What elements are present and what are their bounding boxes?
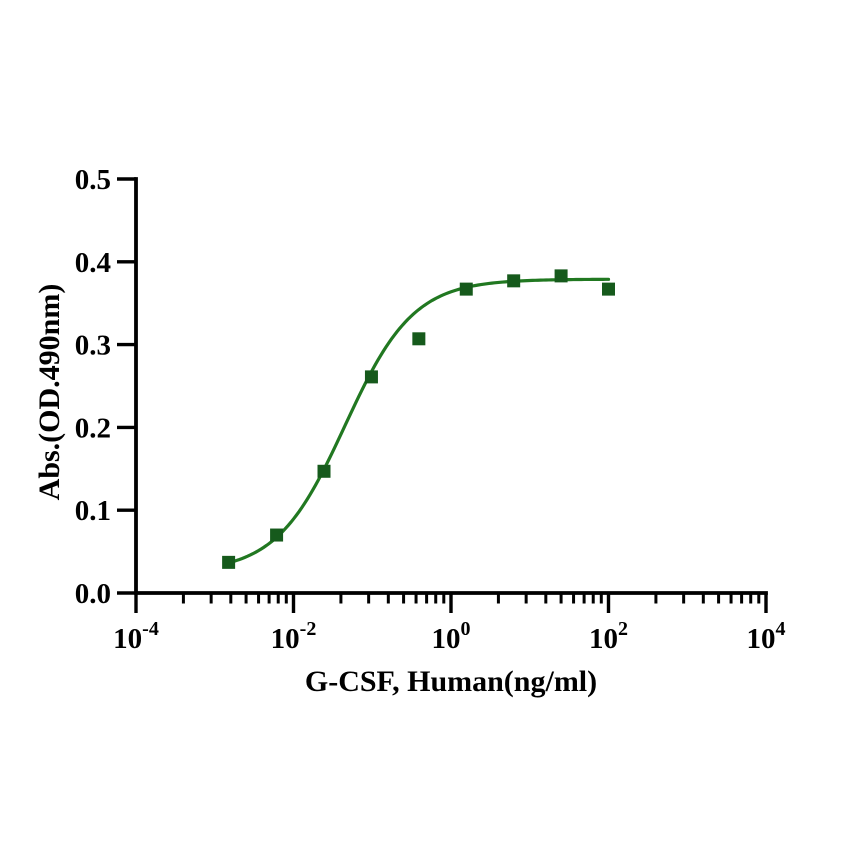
y-axis-title: Abs.(OD.490nm) <box>33 283 66 501</box>
y-tick-label: 0.3 <box>75 330 111 362</box>
y-tick-label: 0.4 <box>75 247 111 279</box>
data-point <box>459 282 473 296</box>
data-point <box>602 282 615 296</box>
data-point <box>364 370 378 384</box>
data-point <box>270 528 284 542</box>
y-tick-label: 0.2 <box>75 412 111 444</box>
data-point <box>412 332 426 346</box>
fit-curve <box>227 277 611 565</box>
y-tick-label: 0.5 <box>75 164 111 196</box>
y-tick-label: 0.1 <box>75 495 111 527</box>
x-tick-label: 102 <box>589 618 628 655</box>
axis-spines <box>134 177 768 595</box>
x-axis-title: G-CSF, Human(ng/ml) <box>304 665 598 698</box>
x-tick-label: 100 <box>432 618 471 655</box>
data-point <box>507 274 521 288</box>
x-tick-label: 10-4 <box>113 618 159 655</box>
x-tick-label: 104 <box>747 618 786 655</box>
data-point <box>554 269 568 283</box>
data-point <box>317 464 331 478</box>
x-tick-label: 10-2 <box>271 618 317 655</box>
data-point <box>222 555 236 569</box>
y-tick-label: 0.0 <box>75 578 111 610</box>
